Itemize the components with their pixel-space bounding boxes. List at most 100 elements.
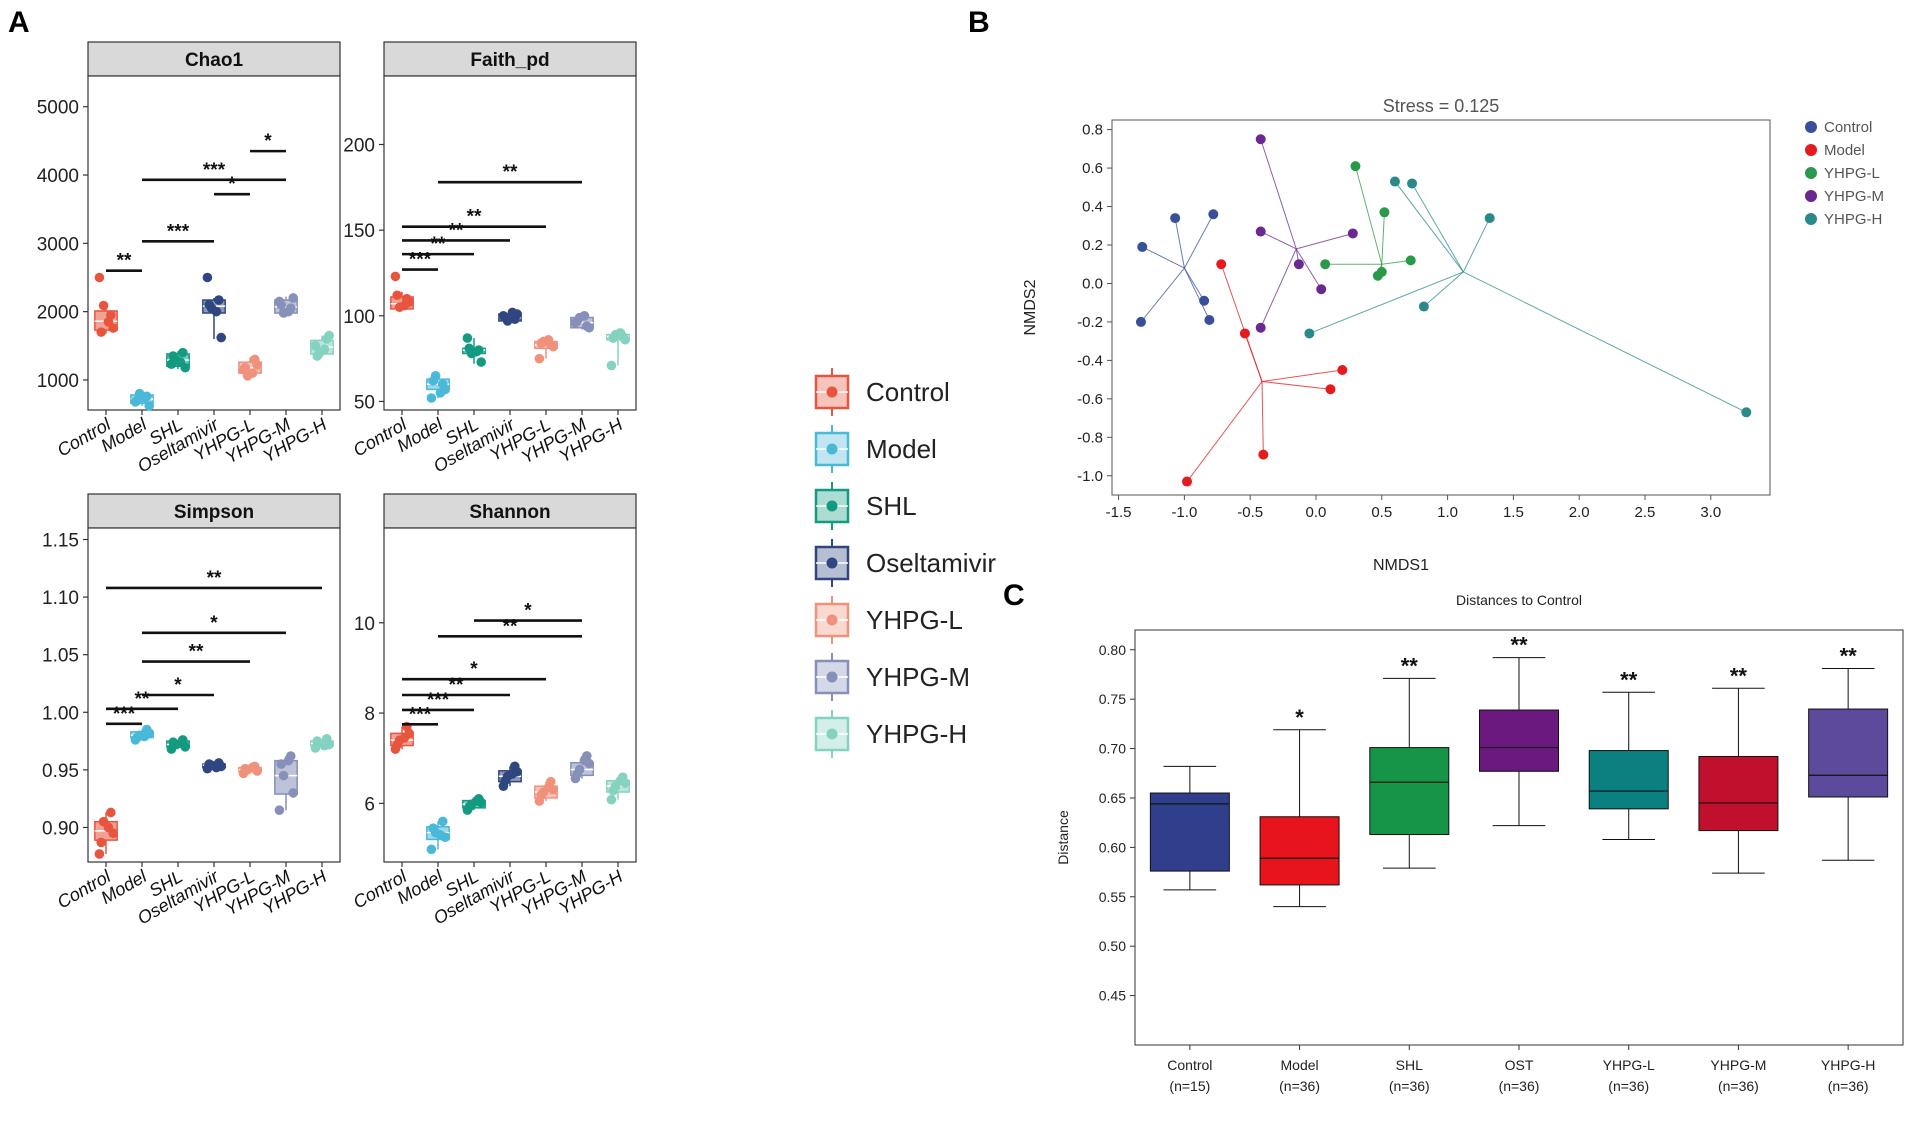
- data-point: [278, 770, 289, 781]
- significance-label: ***: [427, 690, 450, 711]
- data-point: [106, 807, 116, 818]
- significance-label: **: [503, 162, 518, 183]
- y-tick-label: 8: [364, 704, 375, 725]
- y-tick-label: 1000: [37, 371, 79, 392]
- data-point: [211, 762, 222, 773]
- data-point: [606, 360, 617, 371]
- nmds-point-control: [1208, 209, 1219, 220]
- nmds-point-control: [1199, 295, 1210, 306]
- nmds-point-yhpg-l: [1376, 266, 1387, 277]
- data-point: [507, 307, 518, 318]
- y-tick-label: 150: [343, 221, 375, 242]
- significance-label: **: [1730, 663, 1748, 688]
- data-point: [276, 759, 287, 769]
- spider-line: [1423, 271, 1464, 307]
- spider-line: [1463, 271, 1747, 413]
- y-tick-label: 0.95: [42, 761, 79, 782]
- nmds-point-yhpg-l: [1405, 255, 1416, 266]
- y-tick-label: -0.4: [1077, 352, 1103, 369]
- box-model: [1259, 816, 1340, 886]
- x-tick-label: -0.5: [1237, 504, 1263, 521]
- data-point: [247, 368, 258, 378]
- spider-line: [1260, 139, 1297, 250]
- y-tick-label: 0.45: [1099, 988, 1126, 1004]
- panel-letter-a: A: [8, 6, 30, 39]
- significance-label: **: [431, 234, 446, 255]
- x-tick-label: 2.0: [1569, 504, 1590, 521]
- data-point: [144, 401, 154, 411]
- box-control: [1149, 792, 1230, 872]
- box-yhpg-l: [1588, 750, 1669, 810]
- data-point: [579, 310, 590, 321]
- y-tick-label: 1.10: [42, 588, 79, 609]
- data-point: [94, 849, 105, 859]
- x-tick-label: 1.0: [1437, 504, 1458, 521]
- data-point: [96, 327, 106, 337]
- legend-dot: [1805, 121, 1817, 133]
- y-tick-label: -0.2: [1077, 314, 1103, 331]
- nmds-point-yhpg-h: [1304, 328, 1315, 339]
- spider-line: [1411, 183, 1464, 273]
- data-point: [312, 736, 323, 746]
- spider-line: [1309, 271, 1464, 334]
- significance-label: **: [1401, 653, 1419, 678]
- y-tick-label: 2000: [37, 303, 79, 324]
- data-point: [390, 271, 401, 282]
- data-point: [319, 740, 330, 751]
- data-point: [204, 300, 214, 310]
- data-point: [211, 306, 222, 317]
- significance-label: **: [1510, 633, 1528, 658]
- nmds-point-control: [1135, 316, 1146, 327]
- data-point: [139, 392, 150, 403]
- data-point: [435, 830, 446, 840]
- y-tick-label: 0.80: [1099, 642, 1126, 658]
- legend-label: SHL: [866, 491, 917, 521]
- legend-dot: [826, 728, 838, 740]
- faith-pd-facet: Faith_pd50100150200ControlModelSHLOselta…: [343, 41, 637, 476]
- data-point: [216, 332, 226, 343]
- spider-line: [1183, 267, 1205, 302]
- data-point: [139, 731, 150, 742]
- plot-frame: [87, 75, 341, 411]
- box-yhpg-h: [1808, 708, 1889, 798]
- legend-label: Model: [866, 434, 937, 464]
- nmds-point-yhpg-m: [1255, 322, 1266, 333]
- spider-line: [1295, 248, 1322, 290]
- nmds-point-model: [1182, 476, 1193, 487]
- y-tick-label: 0.4: [1082, 199, 1103, 216]
- y-tick-label: 0.0: [1082, 275, 1103, 292]
- data-point: [168, 351, 178, 361]
- nmds-plot: Stress = 0.125 -1.5 -1.0 -0.5 0.0 0.5 1.0 1.5 2.…: [1022, 96, 1884, 574]
- y-tick-label: 0.90: [42, 818, 79, 839]
- nmds-point-yhpg-m: [1347, 228, 1358, 239]
- data-point: [274, 805, 285, 815]
- spider-line: [1462, 217, 1491, 273]
- data-point: [175, 738, 186, 749]
- data-point: [428, 823, 439, 833]
- data-point: [214, 295, 224, 305]
- y-tick-label: 1.05: [42, 646, 79, 667]
- legend-dot: [826, 443, 838, 455]
- x-tick-label: YHPG-H: [1821, 1057, 1875, 1073]
- data-point: [464, 802, 475, 812]
- legend-dot: [1805, 167, 1817, 179]
- legend-dot: [1805, 144, 1817, 156]
- box-yhpg-m: [1698, 755, 1779, 832]
- data-point: [543, 334, 554, 345]
- significance-label: *: [264, 131, 272, 152]
- data-point: [96, 837, 106, 848]
- legend-label: Oseltamivir: [866, 548, 996, 578]
- y-tick-label: 0.70: [1099, 741, 1126, 757]
- data-point: [428, 376, 439, 386]
- box-ost: [1479, 709, 1559, 772]
- facet-strip: [383, 41, 637, 77]
- spider-line: [1244, 333, 1263, 382]
- x-tick-label: 3.0: [1700, 504, 1721, 521]
- spider-line: [1186, 381, 1263, 482]
- facet-title: Simpson: [174, 502, 254, 523]
- y-tick-label: 0.8: [1082, 122, 1103, 139]
- y-tick-label: 4000: [37, 166, 79, 187]
- facet-strip: [383, 493, 637, 529]
- data-point: [168, 737, 178, 748]
- significance-label: *: [524, 601, 532, 622]
